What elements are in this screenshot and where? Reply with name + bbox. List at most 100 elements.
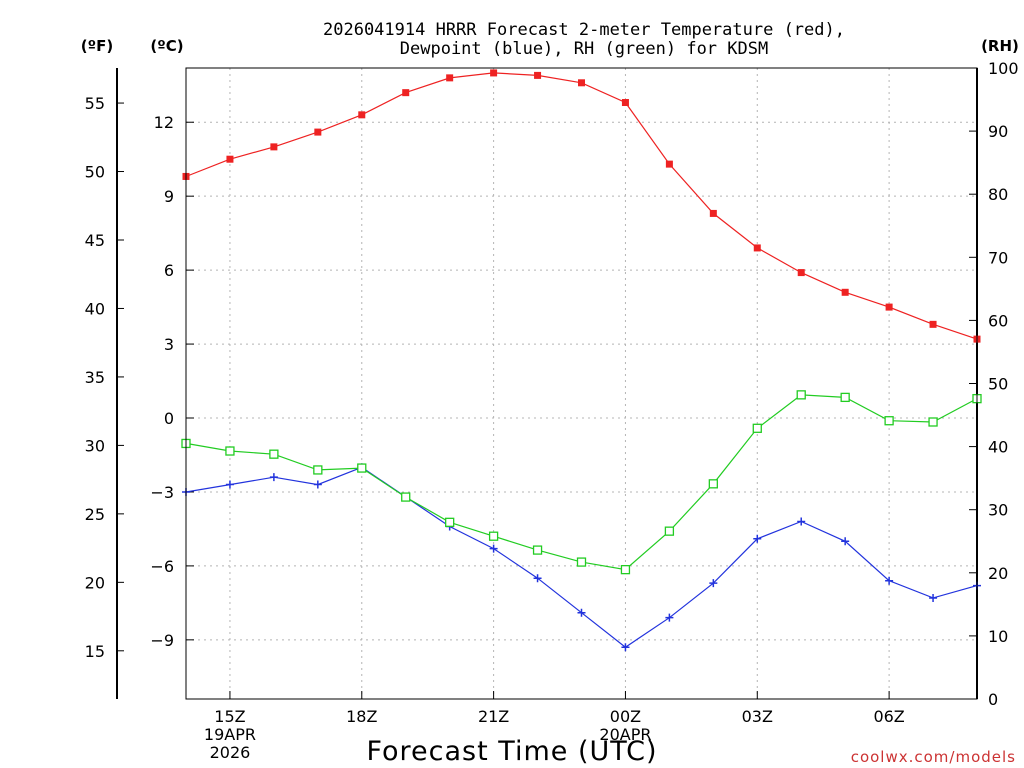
time-tick-label: 15Z	[214, 707, 245, 726]
dewpoint-point	[313, 480, 322, 489]
time-tick-label: 20APR	[599, 725, 651, 744]
time-tick-label: 06Z	[873, 707, 904, 726]
dewpoint-point	[665, 613, 674, 622]
rh-tick-label: 90	[988, 122, 1008, 141]
rh-tick-label: 0	[988, 690, 998, 709]
rh-point	[225, 446, 235, 456]
celsius-axis: 12 9 6 3 0 −3 −6 −9	[150, 113, 194, 650]
temperature-series	[182, 69, 981, 343]
celsius-tick-label: −9	[150, 631, 174, 650]
temperature-point	[490, 69, 498, 77]
rh-tick-label: 30	[988, 501, 1008, 520]
temperature-point	[226, 155, 234, 163]
fahrenheit-tick-label: 50	[85, 163, 105, 182]
dewpoint-point	[533, 574, 542, 583]
rh-tick-label: 10	[988, 627, 1008, 646]
fahrenheit-tick-label: 15	[85, 642, 105, 661]
chart-title-line-1: 2026041914 HRRR Forecast 2-meter Tempera…	[323, 20, 845, 40]
fahrenheit-axis: 55 50 45 40 35 30 25 20 15	[85, 68, 124, 699]
dewpoint-line	[185, 466, 978, 648]
time-tick-label: 2026	[210, 743, 251, 762]
temperature-point	[797, 269, 805, 277]
temperature-line	[185, 72, 978, 340]
rh-point	[357, 463, 367, 473]
dewpoint-point	[489, 544, 498, 553]
temperature-point	[402, 89, 410, 97]
temperature-point	[709, 209, 717, 217]
rh-point	[532, 545, 543, 555]
rh-point	[488, 531, 499, 541]
dewpoint-point	[577, 608, 586, 617]
x-axis-title: Forecast Time (UTC)	[366, 736, 657, 767]
celsius-unit-label: (ºC)	[150, 37, 183, 55]
temperature-point	[885, 303, 893, 311]
data-series	[181, 69, 982, 652]
temperature-point	[621, 99, 629, 107]
dewpoint-point	[621, 643, 630, 652]
temperature-point	[358, 111, 366, 119]
rh-point	[445, 517, 455, 527]
temperature-point	[314, 128, 322, 136]
temperature-point	[929, 320, 937, 328]
dewpoint-series	[182, 463, 981, 652]
time-tick-label: 03Z	[742, 707, 773, 726]
dewpoint-point	[929, 593, 938, 602]
fahrenheit-tick-label: 25	[85, 505, 105, 524]
temperature-point	[446, 74, 454, 82]
fahrenheit-tick-label: 20	[85, 573, 105, 592]
grid-lines	[186, 68, 977, 699]
dewpoint-point	[885, 576, 894, 585]
fahrenheit-tick-label: 45	[85, 231, 105, 250]
fahrenheit-tick-label: 40	[85, 299, 105, 318]
dewpoint-point	[269, 473, 278, 482]
rh-tick-label: 60	[988, 311, 1008, 330]
temperature-point	[841, 288, 849, 296]
fahrenheit-tick-label: 35	[85, 368, 105, 387]
celsius-tick-label: −3	[150, 483, 174, 502]
time-tick-label: 19APR	[204, 725, 256, 744]
dewpoint-point	[225, 480, 234, 489]
celsius-tick-label: 9	[164, 187, 174, 206]
temperature-point	[753, 244, 761, 252]
rh-point	[620, 564, 631, 575]
rh-tick-label: 80	[988, 185, 1008, 204]
rh-point	[269, 449, 279, 459]
celsius-tick-label: 12	[154, 113, 174, 132]
celsius-tick-label: 6	[164, 261, 174, 280]
rh-tick-label: 50	[988, 375, 1008, 394]
celsius-tick-label: 0	[164, 409, 174, 428]
dewpoint-point	[753, 534, 762, 543]
rh-tick-label: 100	[988, 59, 1019, 78]
rh-unit-label: (RH)	[981, 37, 1019, 55]
temperature-point	[578, 79, 585, 87]
rh-tick-label: 20	[988, 564, 1008, 583]
rh-point	[928, 417, 938, 427]
dewpoint-point	[841, 537, 850, 546]
chart-title-line-2: Dewpoint (blue), RH (green) for KDSM	[400, 39, 768, 59]
rh-point	[752, 423, 762, 433]
rh-point	[401, 492, 411, 502]
celsius-tick-label: −6	[150, 557, 174, 576]
fahrenheit-tick-label: 55	[85, 94, 105, 113]
time-tick-label: 00Z	[610, 707, 641, 726]
time-tick-label: 21Z	[478, 707, 509, 726]
celsius-tick-label: 3	[164, 335, 174, 354]
rh-point	[884, 416, 894, 426]
dewpoint-point	[709, 579, 718, 588]
rh-point	[576, 557, 587, 567]
rh-tick-label: 40	[988, 438, 1008, 457]
rh-point	[664, 526, 675, 536]
fahrenheit-unit-label: (ºF)	[81, 37, 113, 55]
rh-point	[796, 390, 806, 400]
temperature-point	[534, 71, 542, 79]
time-tick-label: 18Z	[346, 707, 377, 726]
plot-frame	[185, 67, 978, 700]
dewpoint-point	[797, 517, 806, 526]
rh-tick-label: 70	[988, 248, 1008, 267]
rh-point	[313, 465, 323, 475]
temperature-point	[665, 160, 673, 168]
rh-point	[840, 392, 850, 403]
